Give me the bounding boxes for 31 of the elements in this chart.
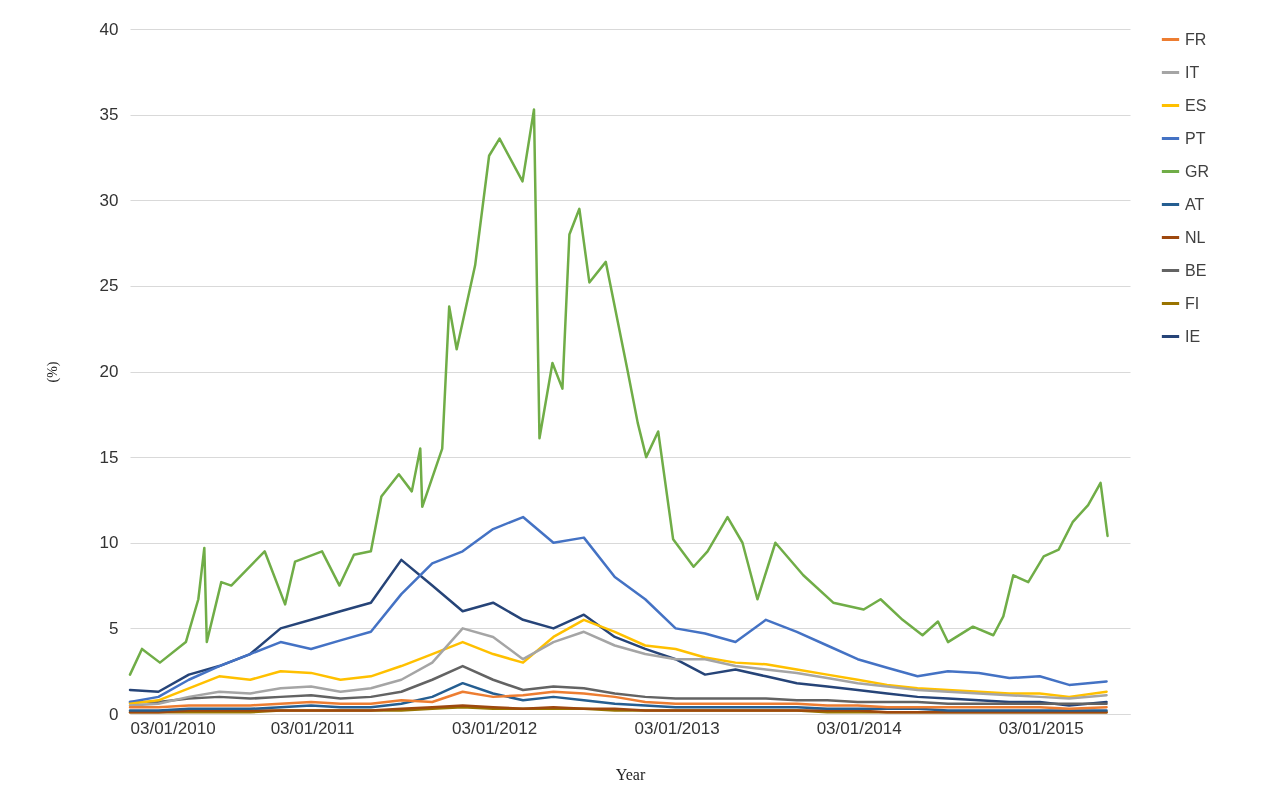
x-tick-label: 03/01/2014: [816, 718, 902, 738]
x-tick-label: 03/01/2010: [130, 718, 216, 738]
y-tick-label: 40: [99, 19, 119, 39]
line-series: [128, 108, 1109, 676]
x-tick-label: 03/01/2013: [634, 718, 720, 738]
x-tick-label: 03/01/2015: [998, 718, 1084, 738]
y-tick-label: 5: [109, 618, 119, 638]
y-tick-label: 10: [99, 533, 119, 553]
y-tick-label: 20: [99, 362, 119, 381]
legend-label: IT: [1185, 63, 1200, 81]
x-tick-label: 03/01/2012: [452, 718, 538, 738]
line-series: [128, 515, 1108, 704]
line-series: [128, 690, 1108, 711]
y-axis-title: (%): [44, 361, 61, 383]
x-tick-label: 03/01/2011: [270, 718, 355, 738]
legend-label: IE: [1185, 327, 1201, 345]
legend-label: PT: [1185, 129, 1206, 147]
y-tick-label: 30: [99, 190, 119, 210]
legend-label: FI: [1185, 294, 1200, 312]
legend-label: GR: [1185, 162, 1209, 180]
legend-label: BE: [1185, 261, 1207, 279]
y-tick-label: 35: [99, 105, 119, 125]
legend-label: ES: [1185, 96, 1207, 114]
x-axis-title: Year: [615, 765, 646, 783]
line-series: [128, 681, 1108, 712]
y-tick-label: 15: [99, 447, 119, 467]
legend-label: AT: [1185, 195, 1205, 213]
legend-label: NL: [1185, 228, 1206, 246]
y-tick-label: 25: [99, 276, 119, 296]
legend-label: FR: [1185, 30, 1207, 48]
y-tick-label: 0: [109, 704, 119, 724]
